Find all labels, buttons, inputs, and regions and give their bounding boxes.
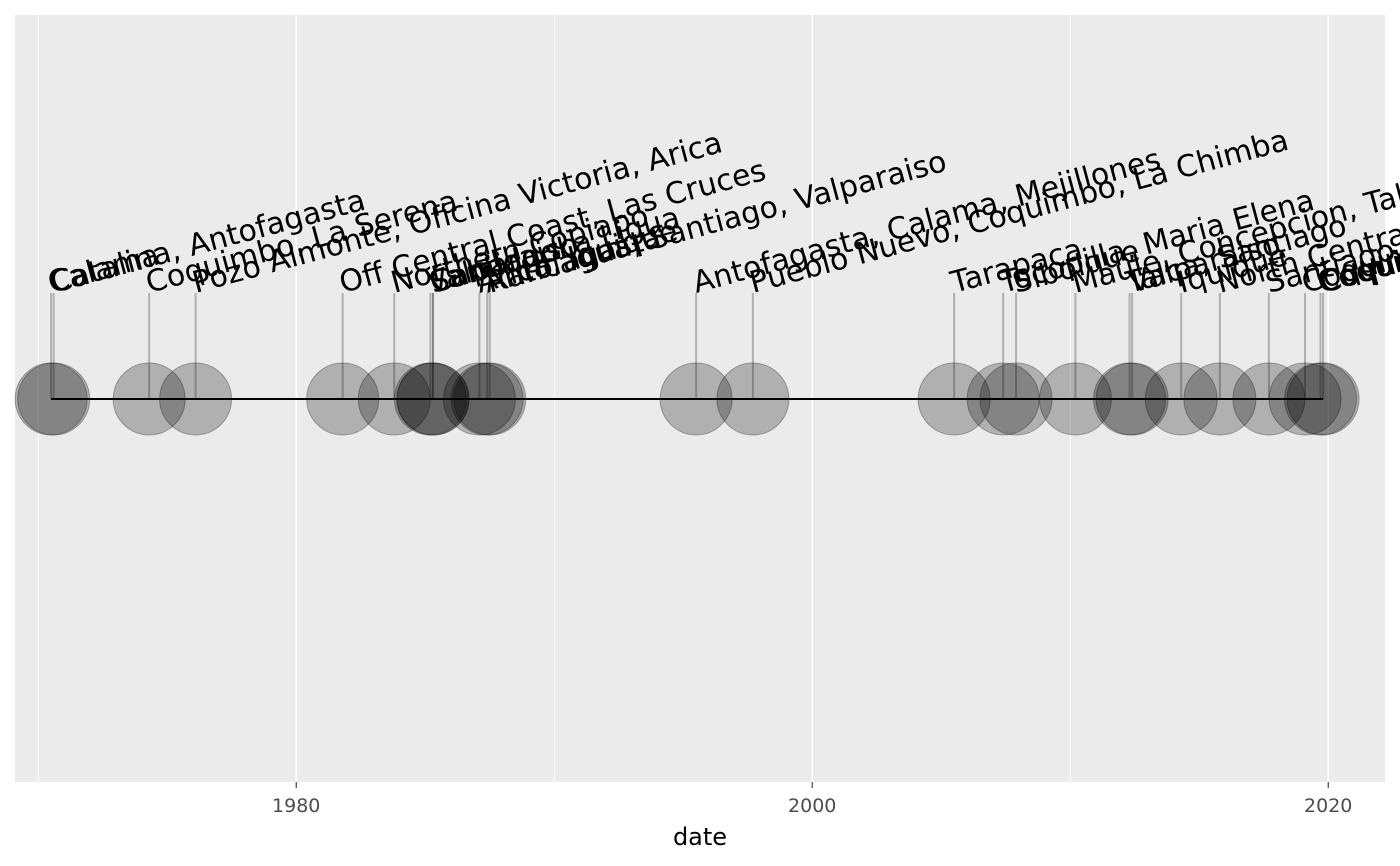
event-point bbox=[1232, 362, 1306, 436]
event-point bbox=[112, 362, 186, 436]
event-point bbox=[17, 362, 91, 436]
event-point bbox=[979, 362, 1053, 436]
event-point bbox=[14, 362, 88, 436]
event-point bbox=[396, 362, 470, 436]
x-tick-label: 2020 bbox=[1304, 795, 1352, 817]
event-point bbox=[159, 362, 233, 436]
event-point bbox=[1283, 362, 1357, 436]
event-points bbox=[14, 362, 1360, 436]
event-point bbox=[1183, 362, 1257, 436]
event-point bbox=[1095, 362, 1169, 436]
event-point bbox=[1286, 362, 1360, 436]
event-point bbox=[659, 362, 733, 436]
x-axis: 1980 2000 2020 bbox=[272, 782, 1352, 817]
event-stems bbox=[50, 293, 1325, 399]
event-point bbox=[453, 362, 527, 436]
event-point bbox=[393, 362, 467, 436]
event-point bbox=[1268, 362, 1342, 436]
x-tick-label: 2000 bbox=[788, 795, 836, 817]
x-tick-label: 1980 bbox=[272, 795, 320, 817]
event-point bbox=[450, 362, 524, 436]
event-point bbox=[716, 362, 790, 436]
event-point bbox=[1093, 362, 1167, 436]
event-point bbox=[357, 362, 431, 436]
event-point bbox=[966, 362, 1040, 436]
event-point bbox=[442, 362, 516, 436]
event-point bbox=[1038, 362, 1112, 436]
event-point bbox=[917, 362, 991, 436]
event-point bbox=[1144, 362, 1218, 436]
event-point bbox=[306, 362, 380, 436]
x-axis-title: date bbox=[673, 823, 727, 851]
event-point bbox=[396, 362, 470, 436]
